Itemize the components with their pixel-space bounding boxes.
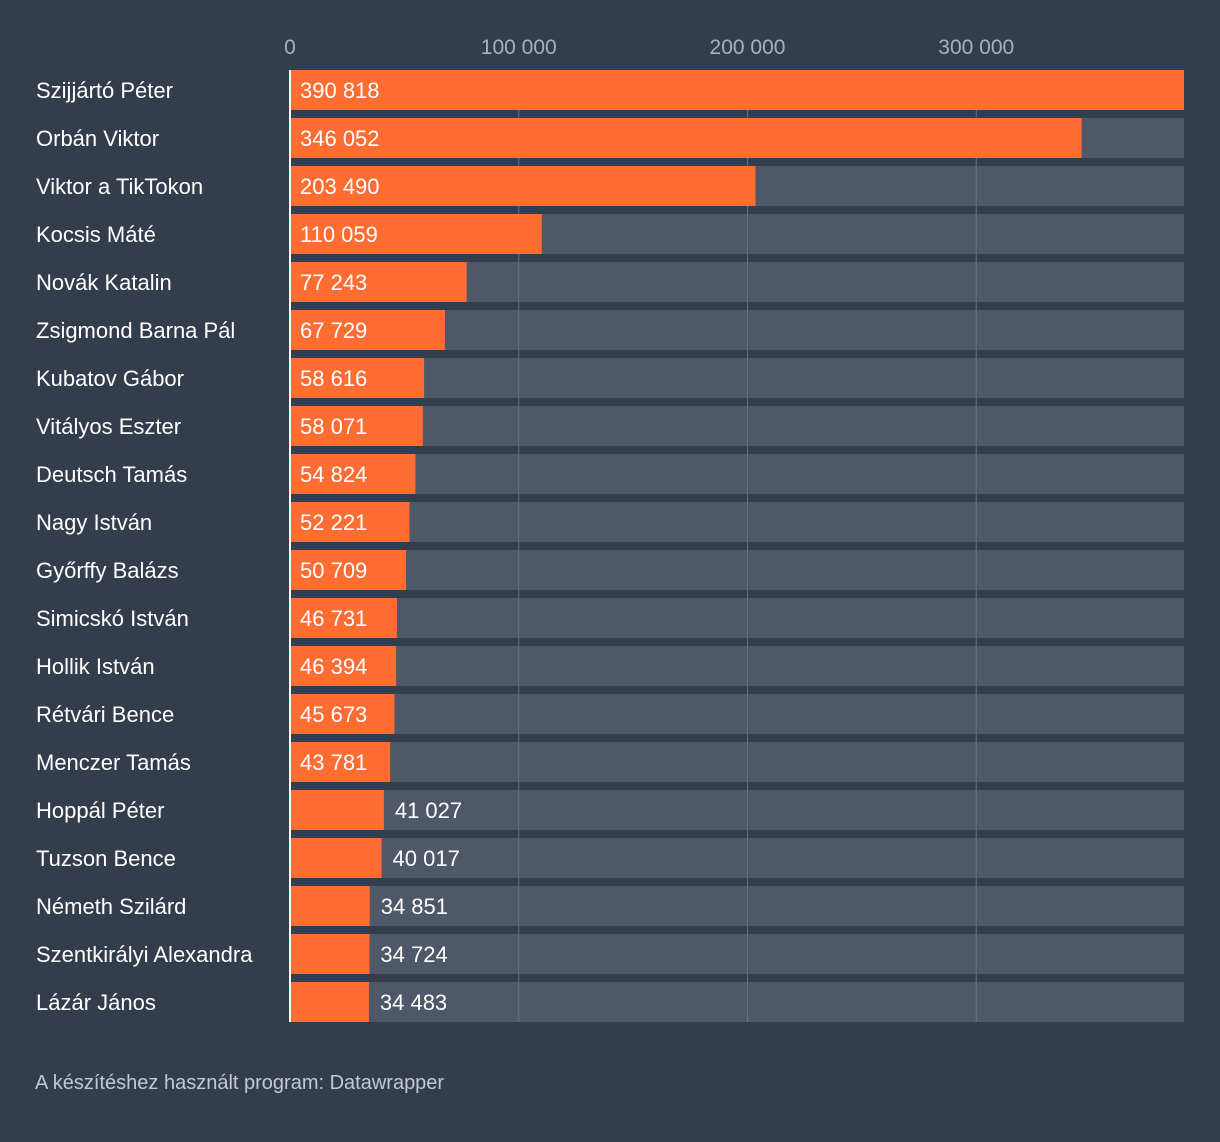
value-label-szentkiralyi-alexandra: 34 724 <box>380 942 447 967</box>
category-label-nagy-istvan: Nagy István <box>36 510 152 535</box>
x-tick-label-200000: 200 000 <box>710 36 786 59</box>
value-label-nemeth-szilard: 34 851 <box>381 894 448 919</box>
x-tick-label-100000: 100 000 <box>481 36 557 59</box>
category-labels: Szijjártó Péter Orbán Viktor Viktor a TikT… <box>36 78 253 1015</box>
bar-chart: 0 100 000 200 000 300 000 Szijjártó Péter Or… <box>36 36 1184 1022</box>
value-label-zsigmond-barna-pal: 67 729 <box>300 318 367 343</box>
bar-track-kubatov-gabor <box>290 358 1184 398</box>
x-tick-label-300000: 300 000 <box>938 36 1014 59</box>
bar-track-simicsko-istvan <box>290 598 1184 638</box>
bar-deutsch-tamas <box>290 454 416 494</box>
value-label-lazar-janos: 34 483 <box>380 990 447 1015</box>
bar-kocsis-mate <box>290 214 542 254</box>
category-label-tuzson-bence: Tuzson Bence <box>36 846 176 871</box>
x-tick-label-0: 0 <box>284 36 296 59</box>
bar-track-szentkiralyi-alexandra <box>290 934 1184 974</box>
bar-vitalyos-eszter <box>290 406 423 446</box>
value-label-szijjarto-peter: 390 818 <box>300 78 380 103</box>
bar-nemeth-szilard <box>290 886 370 926</box>
category-label-retvari-bence: Rétvári Bence <box>36 702 174 727</box>
category-label-szijjarto-peter: Szijjártó Péter <box>36 78 173 103</box>
footer-credit: A készítéshez használt program: Datawrap… <box>35 1072 445 1094</box>
bar-hollik-istvan <box>290 646 397 686</box>
gridlines <box>518 70 977 1022</box>
value-label-tuzson-bence: 40 017 <box>393 846 460 871</box>
bar-zsigmond-barna-pal <box>290 310 445 350</box>
value-label-nagy-istvan: 52 221 <box>300 510 367 535</box>
category-label-deutsch-tamas: Deutsch Tamás <box>36 462 187 487</box>
category-label-gyorffy-balazs: Győrffy Balázs <box>36 558 179 583</box>
category-label-novak-katalin: Novák Katalin <box>36 270 172 295</box>
bar-tuzson-bence <box>290 838 382 878</box>
value-label-menczer-tamas: 43 781 <box>300 750 367 775</box>
bar-track-tuzson-bence <box>290 838 1184 878</box>
category-label-szentkiralyi-alexandra: Szentkirályi Alexandra <box>36 942 253 967</box>
category-label-kocsis-mate: Kocsis Máté <box>36 222 156 247</box>
bars <box>290 70 1184 1022</box>
bar-orban-viktor <box>290 118 1082 158</box>
bar-viktor-a-tiktokon <box>290 166 756 206</box>
bar-track-deutsch-tamas <box>290 454 1184 494</box>
category-label-hollik-istvan: Hollik István <box>36 654 155 679</box>
bar-track-lazar-janos <box>290 982 1184 1022</box>
category-label-menczer-tamas: Menczer Tamás <box>36 750 191 775</box>
bar-novak-katalin <box>290 262 467 302</box>
category-label-viktor-a-tiktokon: Viktor a TikTokon <box>36 174 203 199</box>
category-label-kubatov-gabor: Kubatov Gábor <box>36 366 184 391</box>
value-label-novak-katalin: 77 243 <box>300 270 367 295</box>
category-label-orban-viktor: Orbán Viktor <box>36 126 159 151</box>
bar-szentkiralyi-alexandra <box>290 934 370 974</box>
bar-hoppal-peter <box>290 790 384 830</box>
bar-track-nagy-istvan <box>290 502 1184 542</box>
category-label-zsigmond-barna-pal: Zsigmond Barna Pál <box>36 318 235 343</box>
bar-track-hollik-istvan <box>290 646 1184 686</box>
category-label-vitalyos-eszter: Vitályos Eszter <box>36 414 181 439</box>
category-label-simicsko-istvan: Simicskó István <box>36 606 189 631</box>
bar-track-menczer-tamas <box>290 742 1184 782</box>
bar-lazar-janos <box>290 982 369 1022</box>
value-label-simicsko-istvan: 46 731 <box>300 606 367 631</box>
value-label-gyorffy-balazs: 50 709 <box>300 558 367 583</box>
category-label-lazar-janos: Lázár János <box>36 990 156 1015</box>
bar-nagy-istvan <box>290 502 410 542</box>
bar-track-gyorffy-balazs <box>290 550 1184 590</box>
value-label-hollik-istvan: 46 394 <box>300 654 367 679</box>
value-label-kubatov-gabor: 58 616 <box>300 366 367 391</box>
value-label-retvari-bence: 45 673 <box>300 702 367 727</box>
bar-szijjarto-peter <box>290 70 1184 110</box>
value-label-hoppal-peter: 41 027 <box>395 798 462 823</box>
bar-tracks <box>290 70 1184 1022</box>
category-label-nemeth-szilard: Németh Szilárd <box>36 894 186 919</box>
bar-menczer-tamas <box>290 742 391 782</box>
bar-gyorffy-balazs <box>290 550 406 590</box>
bar-track-hoppal-peter <box>290 790 1184 830</box>
category-label-hoppal-peter: Hoppál Péter <box>36 798 164 823</box>
value-label-kocsis-mate: 110 059 <box>300 222 378 247</box>
bar-retvari-bence <box>290 694 395 734</box>
bar-track-retvari-bence <box>290 694 1184 734</box>
value-label-orban-viktor: 346 052 <box>300 126 380 151</box>
x-axis-tick-labels: 0 100 000 200 000 300 000 <box>284 36 1014 59</box>
bar-track-nemeth-szilard <box>290 886 1184 926</box>
bar-kubatov-gabor <box>290 358 425 398</box>
value-labels: 390 818 346 052 203 490 110 059 77 243 67 729… <box>300 78 462 1015</box>
value-label-deutsch-tamas: 54 824 <box>300 462 367 487</box>
bar-simicsko-istvan <box>290 598 397 638</box>
value-label-viktor-a-tiktokon: 203 490 <box>300 174 380 199</box>
value-label-vitalyos-eszter: 58 071 <box>300 414 367 439</box>
bar-track-vitalyos-eszter <box>290 406 1184 446</box>
